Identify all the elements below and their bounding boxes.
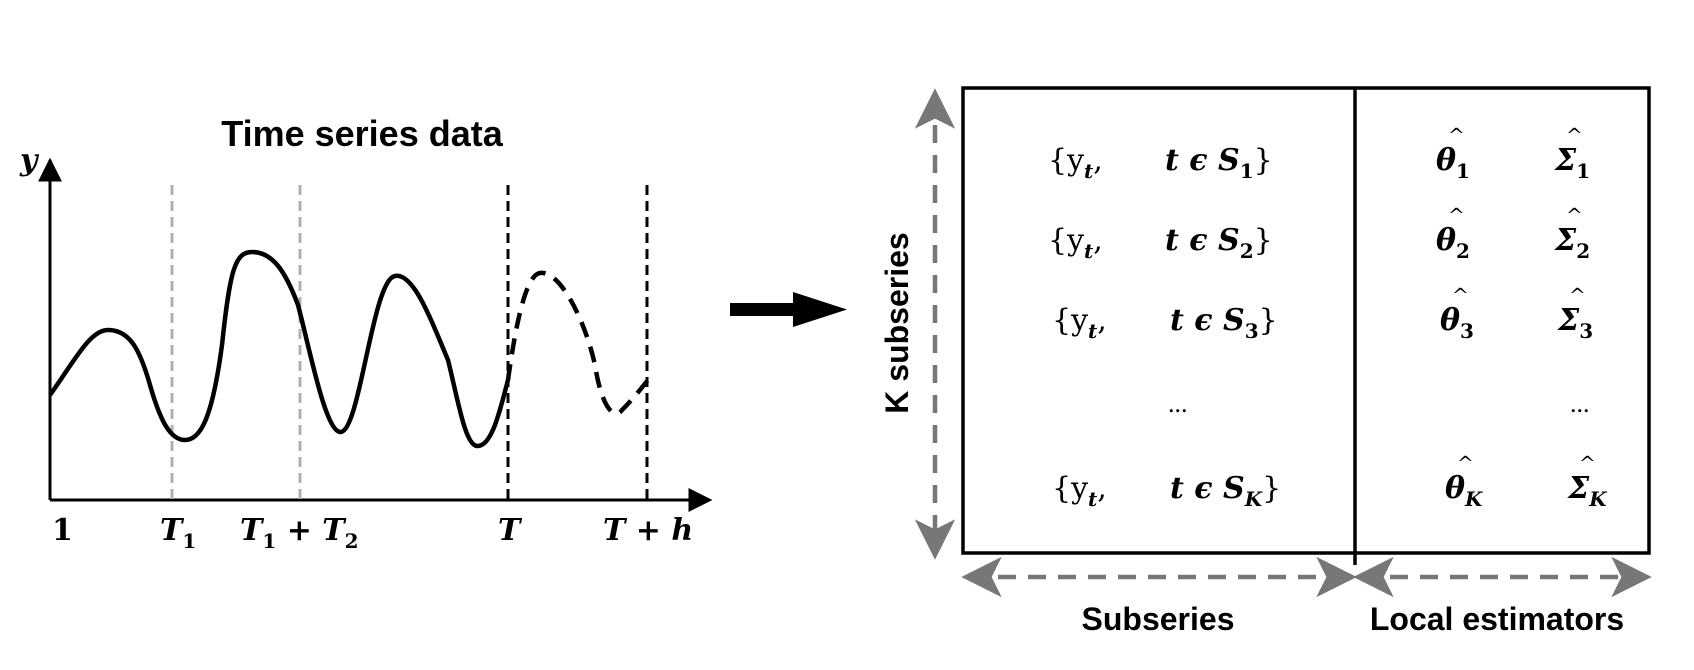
hat-icon: ^	[1579, 451, 1596, 475]
set-open: {yt,	[1048, 223, 1103, 263]
hat-icon: ^	[1566, 123, 1583, 147]
sigma-estimate: Σ3	[1557, 303, 1593, 343]
subseries-row-2: {yt, t ϵ S2} θ2 ^ Σ2 ^	[1048, 203, 1590, 263]
ellipsis-subseries: ...	[1168, 389, 1188, 418]
sigma-estimate: Σ2	[1554, 223, 1590, 263]
time-series-panel: Time series data y 1 T1 T1 + T2 T T + h	[19, 113, 713, 553]
theta-estimate: θ2	[1436, 223, 1470, 263]
set-open: {yt,	[1048, 143, 1103, 183]
sigma-estimate: Σ1	[1554, 143, 1590, 183]
x-tick-T-plus-h: T + h	[603, 513, 693, 548]
x-tick-t1: T1	[160, 513, 196, 553]
hat-icon: ^	[1448, 123, 1465, 147]
hat-icon: ^	[1569, 283, 1586, 307]
set-membership: t ϵ S3}	[1170, 303, 1278, 343]
subseries-row-1: {yt, t ϵ S1} θ1 ^ Σ1 ^	[1048, 123, 1590, 183]
chart-title: Time series data	[221, 113, 503, 154]
subseries-box	[961, 86, 1651, 555]
local-estimators-label: Local estimators	[1370, 601, 1624, 637]
set-membership: t ϵ S1}	[1165, 143, 1273, 183]
set-open: {yt,	[1052, 471, 1107, 511]
subseries-row-k: {yt, t ϵ SK} θK ^ ΣK ^	[1052, 451, 1608, 511]
theta-estimate: θK	[1445, 471, 1484, 511]
hat-icon: ^	[1452, 283, 1469, 307]
subseries-label: Subseries	[1082, 601, 1235, 637]
y-axis-label: y	[19, 143, 40, 178]
set-membership: t ϵ SK}	[1170, 471, 1281, 511]
forecast-series-line	[505, 270, 650, 416]
subseries-panel: K subseries Subseries Local estimators {…	[879, 86, 1652, 637]
hat-icon: ^	[1566, 203, 1583, 227]
x-tick-t1-plus-t2: T1 + T2	[240, 513, 359, 553]
transform-arrow	[730, 292, 847, 327]
set-open: {yt,	[1052, 303, 1107, 343]
set-membership: t ϵ S2}	[1165, 223, 1273, 263]
x-tick-1: 1	[52, 513, 73, 548]
sigma-estimate: ΣK	[1567, 471, 1608, 511]
ellipsis-estimators: ...	[1570, 389, 1590, 418]
observed-series-line	[48, 249, 511, 449]
theta-estimate: θ3	[1440, 303, 1474, 343]
subseries-row-3: {yt, t ϵ S3} θ3 ^ Σ3 ^	[1052, 283, 1593, 343]
hat-icon: ^	[1448, 203, 1465, 227]
k-subseries-label: K subseries	[879, 232, 915, 413]
x-tick-T: T	[498, 513, 523, 548]
hat-icon: ^	[1457, 451, 1474, 475]
theta-estimate: θ1	[1436, 143, 1470, 183]
